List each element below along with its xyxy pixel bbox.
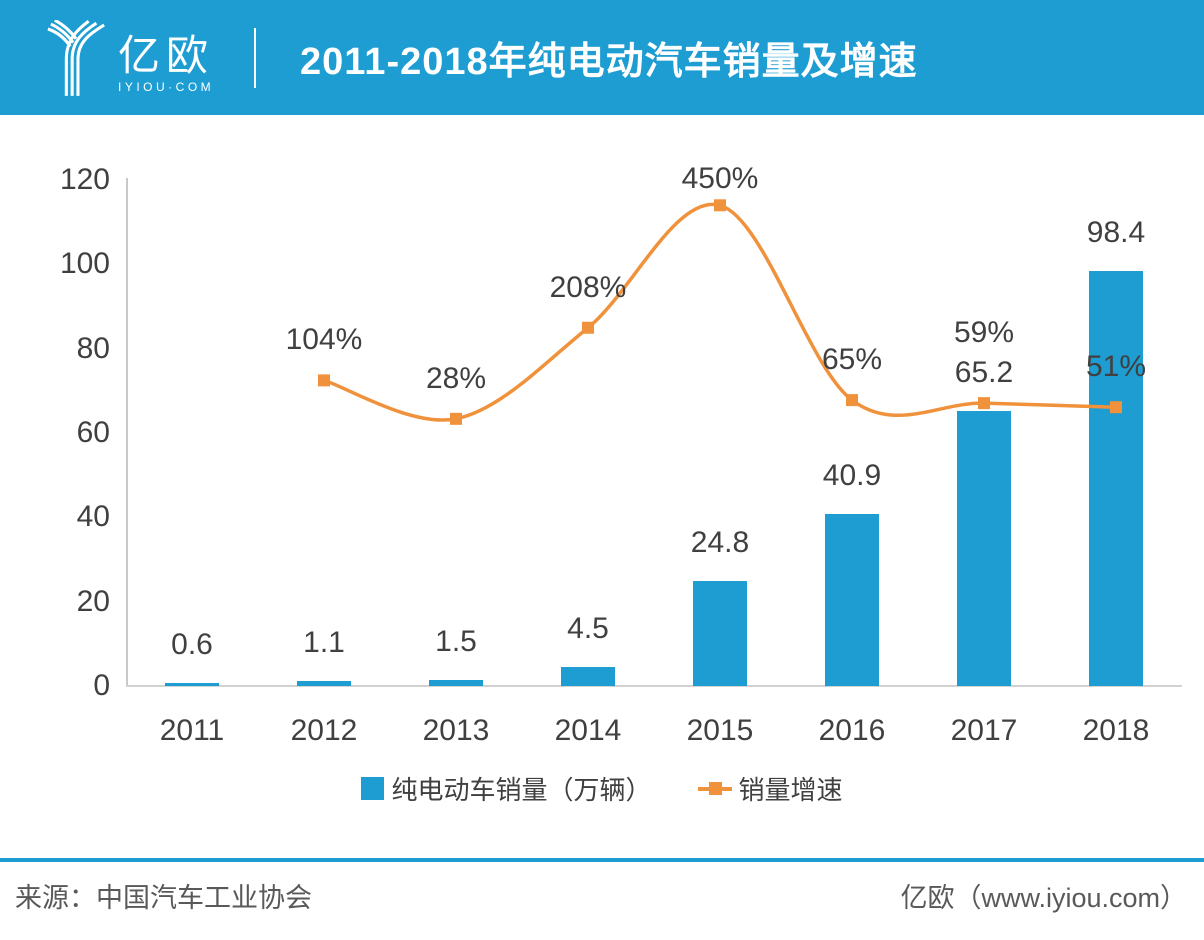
- footer-divider: [0, 858, 1204, 862]
- y-axis-tick-label: 60: [76, 416, 110, 449]
- bar-value-label: 40.9: [822, 458, 882, 492]
- credit-text: 亿欧（www.iyiou.com）: [900, 883, 1187, 913]
- line-series-swatch: [697, 777, 732, 800]
- sales-bar: [825, 513, 879, 686]
- growth-value-label: 28%: [425, 361, 487, 395]
- sales-bar: [429, 679, 483, 686]
- legend: 纯电动车销量（万辆） 销量增速: [0, 770, 1204, 807]
- bar-value-label: 24.8: [690, 526, 750, 560]
- growth-value-label: 208%: [549, 270, 627, 304]
- y-axis-tick-label: 40: [76, 500, 110, 534]
- chart-title: 2011-2018年纯电动汽车销量及增速: [300, 41, 918, 83]
- legend-item-sales: 纯电动车销量（万辆）: [361, 770, 652, 807]
- logo-subtitle: IYIOU·COM: [118, 80, 215, 94]
- growth-value-label: 59%: [953, 316, 1015, 350]
- line-marker: [714, 199, 726, 212]
- x-axis-line: [126, 685, 1182, 687]
- x-axis-year-label: 2012: [290, 714, 358, 747]
- x-axis-year-label: 2017: [950, 714, 1018, 747]
- line-series-label: 销量增速: [738, 775, 843, 805]
- bar-series-label: 纯电动车销量（万辆）: [391, 775, 652, 805]
- logo-text: 亿欧 IYIOU·COM: [118, 32, 215, 95]
- y-axis-tick-label: 120: [59, 163, 110, 196]
- sales-bar: [165, 683, 219, 686]
- bar-value-label: 1.1: [303, 626, 345, 660]
- chart-area: 纯电动车销量（万辆） 销量增速 0 20 40 60 80 100 120 0.6 1.1 1.5…: [0, 115, 1204, 860]
- growth-value-label: 104%: [285, 323, 363, 357]
- line-marker: [582, 321, 594, 334]
- legend-item-growth: 销量增速: [697, 770, 843, 807]
- x-axis-year-label: 2013: [422, 714, 490, 747]
- x-axis-year-label: 2015: [686, 714, 754, 747]
- growth-value-label: 51%: [1085, 350, 1147, 384]
- x-axis-year-label: 2016: [818, 714, 886, 747]
- sales-bar: [693, 581, 747, 686]
- growth-value-label: 450%: [681, 162, 759, 196]
- y-axis-tick-label: 80: [76, 331, 110, 365]
- growth-line-layer: [318, 199, 1122, 425]
- footer: 来源：中国汽车工业协会 亿欧（www.iyiou.com）: [0, 878, 1204, 918]
- x-axis-year-label: 2011: [159, 714, 225, 747]
- growth-value-label: 65%: [821, 343, 883, 377]
- bar-series-swatch: [361, 777, 385, 800]
- sales-bar: [561, 667, 615, 686]
- bar-value-label: 98.4: [1086, 216, 1146, 250]
- x-axis-year-label: 2018: [1082, 714, 1150, 747]
- bar-value-label: 65.2: [954, 356, 1014, 390]
- logo-name: 亿欧: [118, 32, 215, 79]
- y-axis-tick-label: 20: [76, 584, 110, 618]
- y-axis-line: [126, 178, 128, 686]
- y-axis-tick-label: 100: [59, 247, 110, 281]
- sales-bar: [297, 681, 351, 686]
- header-divider: [254, 28, 256, 88]
- line-marker: [450, 412, 462, 425]
- y-axis-tick-label: 0: [93, 669, 110, 702]
- iyiou-logo-icon: [47, 20, 105, 96]
- bar-value-label: 4.5: [567, 612, 609, 646]
- x-axis-year-label: 2014: [554, 714, 622, 747]
- line-marker: [978, 397, 990, 410]
- header-banner: 亿欧 IYIOU·COM 2011-2018年纯电动汽车销量及增速: [0, 0, 1204, 115]
- line-marker: [1110, 401, 1122, 414]
- line-marker: [318, 374, 330, 387]
- sales-bar: [957, 411, 1011, 686]
- bar-value-label: 1.5: [435, 624, 477, 658]
- line-marker: [846, 394, 858, 407]
- sales-bar: [1089, 271, 1143, 686]
- source-text: 来源：中国汽车工业协会: [15, 883, 312, 913]
- iyiou-logo: 亿欧 IYIOU·COM: [46, 20, 214, 98]
- bar-value-label: 0.6: [171, 628, 213, 662]
